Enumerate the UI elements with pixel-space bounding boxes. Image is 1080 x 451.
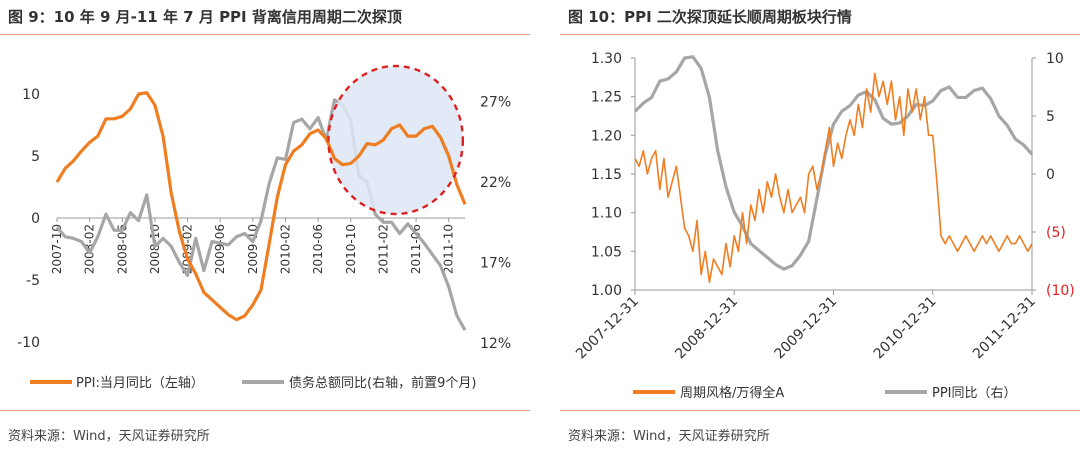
x-axis-tick-label: 2010-10 [344, 224, 358, 274]
x-axis-tick-label: 2007-12-31 [573, 294, 642, 363]
x-axis-tick-label: 2008-10 [148, 224, 162, 274]
legend-cyclical-label: 周期风格/万得全A [680, 385, 784, 401]
right-axis-tick-label: 5 [1046, 109, 1055, 125]
cyclical-ratio-line [634, 72, 1033, 284]
left-chart: 10 5 0 -5 -10 27% 22% 17% 12% 2007-10 2008-02 2008-… [17, 64, 511, 391]
right-axis-tick-label: 17% [480, 256, 511, 272]
debt-growth-line [55, 98, 467, 331]
left-chart-title: 图 9：10 年 9 月-11 年 7 月 PPI 背离信用周期二次探顶 [8, 8, 402, 26]
right-axis-tick-label: (10) [1046, 283, 1075, 299]
right-chart-panel: 图 10：PPI 二次探顶延长顺周期板块行情 1.30 1.25 1.20 1.15 1… [560, 0, 1080, 451]
left-axis-tick-label: 5 [31, 149, 40, 165]
right-title-rule [560, 34, 1080, 35]
x-axis-tick-label: 2011-12-31 [970, 294, 1039, 363]
x-axis-tick-label: 2007-10 [50, 224, 64, 274]
highlight-ellipse [327, 64, 465, 216]
left-axis-tick-label: 1.05 [591, 244, 622, 260]
left-axis-tick-label: 1.20 [591, 128, 622, 144]
legend-debt-label: 债务总额同比(右轴，前置9个月) [289, 375, 476, 391]
left-axis-tick-label: -10 [17, 335, 40, 351]
x-axis-tick-label: 2010-12-31 [871, 294, 940, 363]
right-chart: 1.30 1.25 1.20 1.15 1.10 1.05 1.00 10 5 0 (5) (10) 2… [573, 51, 1075, 401]
ppi-line [633, 55, 1034, 271]
legend-ppi-label: PPI同比（右） [932, 386, 1017, 401]
right-chart-title: 图 10：PPI 二次探顶延长顺周期板块行情 [568, 8, 852, 26]
right-source-rule [560, 410, 1080, 411]
ppi-line [55, 91, 467, 322]
x-axis-tick-label: 2008-06 [115, 224, 129, 274]
x-axis-tick-label: 2009-06 [213, 224, 227, 274]
highlight-ellipse-fill [328, 66, 463, 214]
left-axis-tick-label: 1.10 [591, 206, 622, 222]
left-axis-tick-label: 1.15 [591, 167, 622, 183]
left-axis-tick-label: 1.00 [591, 283, 622, 299]
left-axis-tick-label: 10 [22, 87, 40, 103]
x-axis-tick-label: 2008-02 [83, 224, 97, 274]
left-chart-panel: 图 9：10 年 9 月-11 年 7 月 PPI 背离信用周期二次探顶 10 5… [0, 0, 530, 451]
right-axis-tick-label: 12% [480, 336, 511, 352]
x-axis-tick-label: 2008-12-31 [672, 294, 741, 363]
right-axis-tick-label: 27% [480, 95, 511, 111]
left-axis-tick-label: 0 [31, 211, 40, 227]
x-axis-tick-label: 2010-02 [278, 224, 292, 274]
right-axis-tick-label: 10 [1046, 51, 1064, 67]
left-source-note: 资料来源：Wind，天风证券研究所 [8, 429, 210, 444]
x-axis-tick-label: 2011-02 [376, 224, 390, 274]
x-axis-tick-label: 2011-10 [442, 224, 456, 274]
right-axis-tick-label: (5) [1046, 225, 1066, 241]
right-source-note: 资料来源：Wind，天风证券研究所 [568, 429, 770, 444]
x-axis-tick-label: 2010-06 [311, 224, 325, 274]
x-axis-tick-label: 2009-12-31 [771, 294, 840, 363]
left-axis-tick-label: 1.30 [591, 51, 622, 67]
left-source-rule [0, 410, 530, 411]
right-axis-tick-label: 0 [1046, 167, 1055, 183]
left-axis-tick-label: 1.25 [591, 90, 622, 106]
right-axis-tick-label: 22% [480, 175, 511, 191]
legend-ppi-label: PPI:当月同比（左轴） [76, 376, 204, 391]
left-axis-tick-label: -5 [26, 273, 40, 289]
left-title-rule [0, 34, 530, 35]
